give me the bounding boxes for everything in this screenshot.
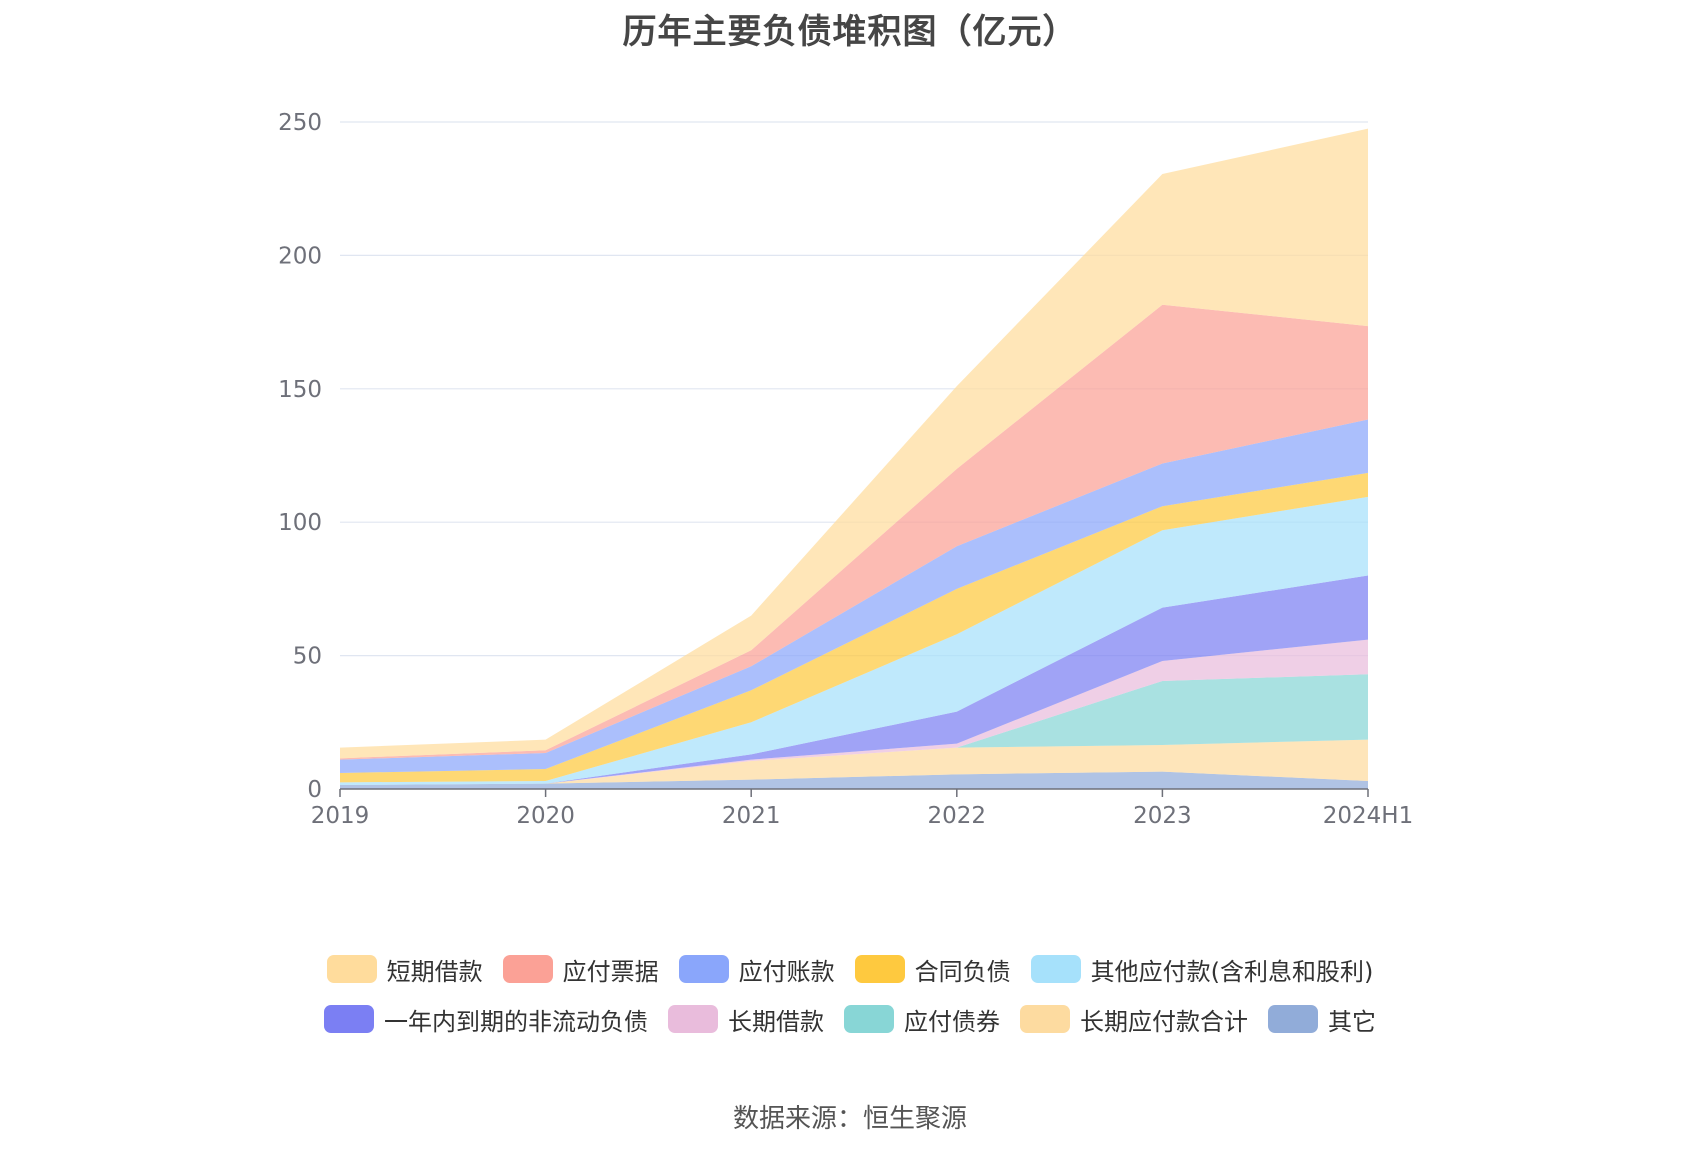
x-tick-label: 2023 <box>1133 803 1192 829</box>
source-note: 数据来源：恒生聚源 <box>732 1104 967 1134</box>
y-tick-label: 250 <box>278 110 322 136</box>
series-area-2 <box>340 674 1368 785</box>
legend-swatch <box>668 1005 718 1033</box>
legend-label: 应付账款 <box>738 957 835 986</box>
legend-swatch <box>1268 1005 1318 1033</box>
series-area-6 <box>340 472 1368 783</box>
series-area-3 <box>340 639 1368 785</box>
x-tick-label: 2022 <box>928 803 987 829</box>
legend-swatch <box>502 955 553 983</box>
x-axis-tick-labels: 2019 2020 2021 2022 2023 2024H1 <box>311 803 1414 829</box>
legend-label: 短期借款 <box>386 957 483 986</box>
x-tick-label: 2020 <box>516 803 575 829</box>
legend-label: 其他应付款(含利息和股利) <box>1090 957 1374 986</box>
series-area-4 <box>340 575 1368 785</box>
x-axis <box>339 788 1369 797</box>
legend-swatch <box>324 1005 374 1033</box>
legend-label: 应付票据 <box>562 957 659 986</box>
legend-row: 一年内到期的非流动负债 长期借款 应付债券 长期应付款合计 其它 <box>0 1000 1700 1038</box>
y-tick-label: 200 <box>278 243 322 269</box>
legend-item[interactable]: 长期借款 <box>668 1002 824 1037</box>
series-area-1 <box>340 739 1368 785</box>
y-tick-label: 150 <box>278 377 322 403</box>
legend-label: 一年内到期的非流动负债 <box>384 1007 648 1036</box>
legend-row: 短期借款 应付票据 应付账款 合同负债 其他应付款(含利息和股利) <box>0 950 1700 988</box>
series-area-7 <box>340 419 1368 773</box>
chart-title: 历年主要负债堆积图（亿元） <box>622 12 1078 52</box>
y-axis-tick-labels: 0 50 100 150 200 250 <box>278 110 322 803</box>
legend-swatch <box>854 955 905 983</box>
y-tick-label: 0 <box>307 777 322 803</box>
legend-item[interactable]: 应付账款 <box>678 952 835 987</box>
legend-item[interactable]: 短期借款 <box>326 952 483 987</box>
legend-swatch <box>678 955 729 983</box>
legend-item[interactable]: 应付票据 <box>502 952 659 987</box>
legend-label: 长期借款 <box>728 1007 824 1036</box>
y-tick-label: 100 <box>278 510 322 536</box>
legend-item[interactable]: 其他应付款(含利息和股利) <box>1030 952 1374 987</box>
legend-swatch <box>1020 1005 1070 1033</box>
series-area-8 <box>340 304 1368 760</box>
legend: 短期借款 应付票据 应付账款 合同负债 其他应付款(含利息和股利) 一年内到期的非流动负… <box>0 950 1700 1050</box>
x-tick-label: 2019 <box>311 803 370 829</box>
legend-swatch <box>844 1005 894 1033</box>
x-tick-label: 2024H1 <box>1323 803 1413 829</box>
y-tick-label: 50 <box>293 644 322 670</box>
legend-swatch <box>326 955 377 983</box>
legend-label: 应付债券 <box>904 1007 1000 1036</box>
series-areas <box>340 128 1368 789</box>
legend-item[interactable]: 应付债券 <box>844 1002 1000 1037</box>
legend-label: 其它 <box>1328 1007 1376 1036</box>
x-tick-label: 2021 <box>722 803 781 829</box>
stacked-area-chart: 0 50 100 150 200 250 2019 2020 2021 2022 2023 2024… <box>278 110 1414 829</box>
legend-item[interactable]: 一年内到期的非流动负债 <box>324 1002 648 1037</box>
legend-label: 长期应付款合计 <box>1080 1007 1248 1036</box>
legend-label: 合同负债 <box>914 957 1011 986</box>
legend-item[interactable]: 长期应付款合计 <box>1020 1002 1248 1037</box>
legend-item[interactable]: 合同负债 <box>854 952 1011 987</box>
legend-swatch <box>1030 955 1081 983</box>
series-area-9 <box>340 128 1368 759</box>
legend-item[interactable]: 其它 <box>1268 1002 1376 1037</box>
series-area-5 <box>340 496 1368 785</box>
series-area-0 <box>340 771 1368 789</box>
